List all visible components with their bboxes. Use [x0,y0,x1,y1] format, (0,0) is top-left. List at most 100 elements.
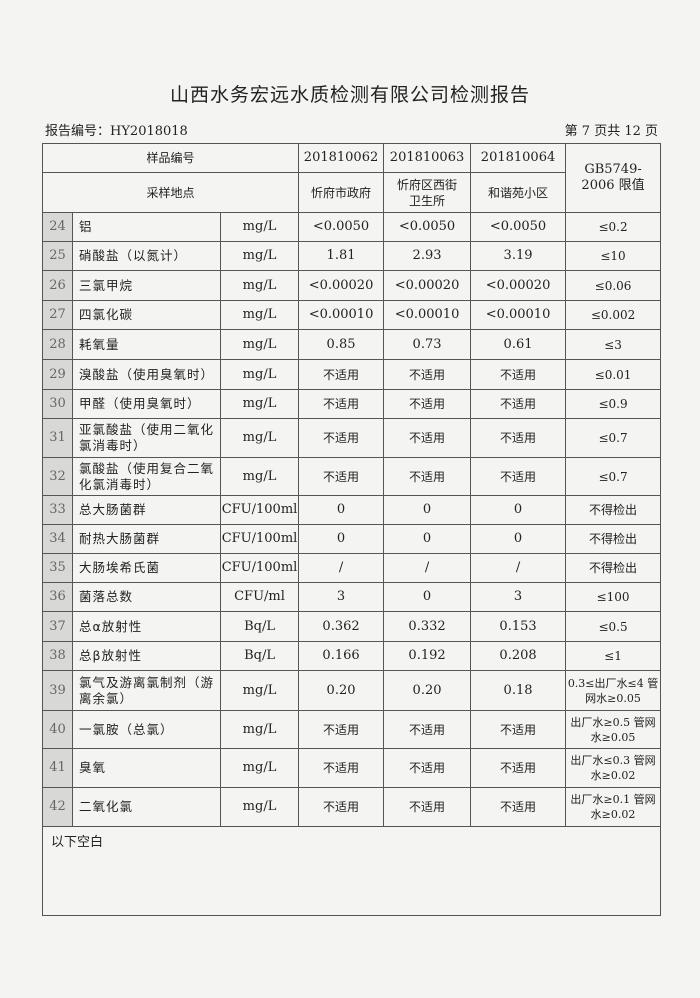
table-row: 30 甲醛（使用臭氧时） mg/L 不适用 不适用 不适用 ≤0.9 [42,389,662,419]
value: 不适用 [298,389,385,419]
value: 不适用 [298,359,385,390]
table-row: 40 一氯胺（总氯） mg/L 不适用 不适用 不适用 出厂水≥0.5 管网水≥0.05 [42,710,662,749]
value: 0 [383,582,472,612]
value: 不适用 [383,457,472,496]
table-row: 29 溴酸盐（使用臭氧时） mg/L 不适用 不适用 不适用 ≤0.01 [42,359,662,390]
value: 1.81 [298,241,385,271]
sample-no: 201810063 [383,143,472,173]
limit-header: GB5749-2006 限值 [565,143,662,213]
unit: mg/L [219,270,300,301]
results-table: 样品编号 201810062 201810063 201810064 GB574… [41,143,662,916]
unit: CFU/100ml [219,495,300,525]
item-number: 34 [42,524,73,554]
value: 0 [298,495,385,525]
item-name: 菌落总数 [72,582,221,612]
item-number: 29 [42,359,73,390]
value: 0.20 [298,670,385,711]
location-row: 采样地点 忻府市政府 忻府区西街卫生所 和谐苑小区 [41,172,661,213]
value: 0.20 [383,670,472,711]
value: 不适用 [470,389,567,419]
table-row: 37 总α放射性 Bq/L 0.362 0.332 0.153 ≤0.5 [42,611,662,642]
table-row: 24 铝 mg/L <0.0050 <0.0050 <0.0050 ≤0.2 [42,212,662,242]
item-number: 32 [42,457,73,496]
item-name: 氯气及游离氯制剂（游离余氯） [72,670,221,711]
table-row: 36 菌落总数 CFU/ml 3 0 3 ≤100 [42,582,662,612]
limit: ≤0.7 [565,457,662,496]
unit: mg/L [219,670,300,711]
item-number: 40 [42,710,73,749]
limit: 不得检出 [565,524,662,554]
item-name: 一氯胺（总氯） [72,710,221,749]
unit: Bq/L [219,611,300,642]
value: 不适用 [383,389,472,419]
value: 不适用 [470,457,567,496]
value: 0.85 [298,329,385,360]
item-number: 25 [42,241,73,271]
value: 0.362 [298,611,385,642]
item-number: 31 [42,418,73,458]
limit: 出厂水≥0.5 管网水≥0.05 [565,710,662,749]
item-number: 37 [42,611,73,642]
item-name: 总α放射性 [72,611,221,642]
unit: mg/L [219,241,300,271]
value: 0.208 [470,641,567,671]
unit: CFU/ml [219,582,300,612]
blank-row: 以下空白 [41,826,662,916]
item-number: 39 [42,670,73,711]
report-number: 报告编号：HY2018018 [45,124,188,139]
limit: ≤0.06 [565,270,662,301]
value: <0.00020 [298,270,385,301]
unit: CFU/100ml [219,553,300,583]
value: 不适用 [383,359,472,390]
value: 不适用 [470,710,567,749]
value: 不适用 [470,359,567,390]
value: 不适用 [383,710,472,749]
item-name: 氯酸盐（使用复合二氧化氯消毒时） [72,457,221,496]
value: 0.73 [383,329,472,360]
item-number: 24 [42,212,73,242]
unit: mg/L [219,748,300,788]
value: 0.166 [298,641,385,671]
table-row: 27 四氯化碳 mg/L <0.00010 <0.00010 <0.00010 ≤0.002 [42,300,662,330]
unit: mg/L [219,212,300,242]
sample-no-row: 样品编号 201810062 201810063 201810064 GB574… [41,143,662,213]
unit: mg/L [219,300,300,330]
item-name: 大肠埃希氏菌 [72,553,221,583]
value: 0.61 [470,329,567,360]
table-row: 39 氯气及游离氯制剂（游离余氯） mg/L 0.20 0.20 0.18 0.3≤出厂水≤… [42,670,662,711]
limit: ≤1 [565,641,662,671]
item-name: 臭氧 [72,748,221,788]
sample-no: 201810064 [470,143,567,173]
item-number: 36 [42,582,73,612]
value: 3.19 [470,241,567,271]
value: <0.0050 [470,212,567,242]
value: 不适用 [298,418,385,458]
location-label: 采样地点 [41,172,300,213]
table-row: 42 二氧化氯 mg/L 不适用 不适用 不适用 出厂水≥0.1 管网水≥0.02 [42,787,662,827]
value: <0.00020 [383,270,472,301]
item-name: 溴酸盐（使用臭氧时） [72,359,221,390]
value: 0 [298,524,385,554]
unit: mg/L [219,787,300,827]
limit: ≤0.9 [565,389,662,419]
limit: ≤0.7 [565,418,662,458]
value: 3 [470,582,567,612]
value: <0.0050 [298,212,385,242]
value: 0.18 [470,670,567,711]
limit: ≤0.5 [565,611,662,642]
value: <0.00010 [383,300,472,330]
unit: mg/L [219,418,300,458]
limit: 0.3≤出厂水≤4 管网水≥0.05 [565,670,662,711]
value: / [298,553,385,583]
limit: 出厂水≤0.3 管网水≥0.02 [565,748,662,788]
value: 不适用 [383,748,472,788]
value: <0.00010 [470,300,567,330]
value: 3 [298,582,385,612]
table-row: 25 硝酸盐（以氮计） mg/L 1.81 2.93 3.19 ≤10 [42,241,662,271]
item-name: 铝 [72,212,221,242]
item-name: 二氧化氯 [72,787,221,827]
table-row: 26 三氯甲烷 mg/L <0.00020 <0.00020 <0.00020 ≤0.06 [42,270,662,301]
unit: mg/L [219,457,300,496]
value: <0.00010 [298,300,385,330]
unit: mg/L [219,710,300,749]
